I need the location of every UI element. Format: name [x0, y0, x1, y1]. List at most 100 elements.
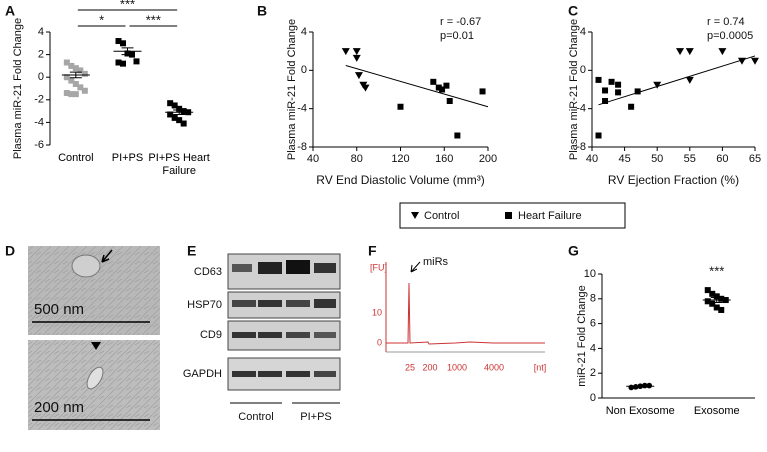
- panel-letter: G: [568, 243, 579, 259]
- point: [676, 48, 685, 56]
- point: [68, 62, 75, 69]
- point: [68, 91, 75, 98]
- fit-line: [345, 65, 489, 108]
- annotation: r = 0.74: [707, 16, 745, 28]
- point: [167, 100, 174, 107]
- legend-label: Heart Failure: [518, 210, 582, 222]
- y-tick-label: 4: [301, 26, 307, 38]
- significance-label: ***: [120, 0, 135, 11]
- exosome: [71, 254, 101, 278]
- arrow: [101, 249, 113, 263]
- point: [713, 293, 720, 300]
- blot-label: CD9: [200, 329, 222, 341]
- exosome: [86, 366, 104, 390]
- y-tick-label: -6: [34, 139, 44, 151]
- x-tick-label-box: PI+PS: [111, 152, 144, 164]
- point: [751, 57, 759, 65]
- x-tick-label: 120: [391, 153, 409, 165]
- x-tick-label: 1000: [447, 362, 467, 372]
- x-tick-label: 80: [351, 153, 363, 165]
- point: [709, 300, 716, 307]
- x-tick-label: 45: [618, 153, 630, 165]
- panel-letter: C: [568, 3, 578, 19]
- x-tick-label: 160: [435, 153, 453, 165]
- point: [81, 70, 88, 77]
- x-tick-label: 4000: [484, 362, 504, 372]
- point: [685, 48, 694, 56]
- y-tick-label: -2: [34, 94, 44, 106]
- annotation: p=0.01: [440, 30, 474, 42]
- legend-marker: [505, 212, 512, 219]
- x-tick-label: 200: [479, 153, 497, 165]
- y-tick-label: 8: [590, 293, 596, 305]
- point: [718, 295, 725, 302]
- y-tick-label: 4: [38, 26, 44, 38]
- point: [81, 87, 88, 94]
- y-tick-label: -8: [297, 141, 307, 153]
- panel-letter: F: [368, 243, 377, 259]
- point: [72, 91, 79, 98]
- point: [180, 108, 187, 115]
- point: [443, 82, 450, 89]
- blot-label: HSP70: [187, 299, 222, 311]
- point: [115, 38, 122, 45]
- group-label: PI+PS: [300, 411, 332, 423]
- y-tick-label: 10: [372, 307, 382, 317]
- x-tick-label-box: PI+PS Heart Failure: [148, 152, 209, 177]
- y-tick-label: 0: [38, 71, 44, 83]
- y-tick-label: 6: [590, 318, 596, 330]
- y-tick-label: 0: [301, 64, 307, 76]
- point: [120, 60, 126, 67]
- blot-label: GAPDH: [183, 368, 222, 380]
- scale-bar-label: 500 nm: [34, 301, 84, 318]
- x-tick-label: 25: [405, 362, 415, 372]
- arrow: [410, 261, 421, 273]
- error-bar: [634, 385, 647, 388]
- y-tick-label: -4: [297, 103, 307, 115]
- blots: [227, 253, 341, 391]
- x-tick-label-box: Non Exosome: [606, 405, 675, 417]
- y-axis-label: Plasma miR-21 Fold Change: [286, 19, 298, 160]
- x-axis-label: RV End Diastolic Volume (mm³): [316, 173, 485, 187]
- point: [77, 84, 84, 91]
- point: [615, 81, 622, 88]
- panel-letter: B: [257, 3, 267, 19]
- point: [115, 59, 122, 66]
- point: [167, 111, 174, 118]
- x-tick-label-box: Control: [58, 152, 93, 164]
- x-axis-label: RV Ejection Fraction (%): [608, 173, 739, 187]
- y-tick-label: 4: [580, 26, 586, 38]
- y-tick-label: 2: [38, 49, 44, 61]
- point: [171, 114, 178, 121]
- y-tick-label: 0: [580, 64, 586, 76]
- y-unit: [FU]: [370, 262, 387, 272]
- y-tick-label: 4: [590, 342, 596, 354]
- point: [352, 54, 361, 62]
- point: [120, 40, 126, 47]
- x-tick-label: PI+PS: [111, 152, 144, 164]
- y-tick-label: 2: [590, 367, 596, 379]
- x-tick-label-box: Exosome: [694, 405, 740, 417]
- point: [341, 48, 350, 56]
- y-tick-label: 10: [584, 268, 596, 280]
- legend-box: [399, 202, 626, 229]
- y-tick-label: -4: [34, 116, 44, 128]
- point: [72, 80, 79, 87]
- point: [176, 117, 183, 124]
- point: [608, 78, 615, 85]
- point: [718, 306, 725, 313]
- significance-label: ***: [709, 263, 724, 278]
- point: [361, 84, 370, 92]
- trace: [386, 282, 545, 345]
- fit-line: [598, 55, 756, 106]
- point: [72, 65, 79, 72]
- point: [653, 81, 662, 89]
- annotation: p=0.0005: [707, 30, 753, 42]
- x-tick-label: 65: [749, 153, 761, 165]
- error-bar: [69, 71, 82, 79]
- point: [171, 102, 178, 109]
- panel-letter: A: [5, 3, 15, 19]
- legend-label: Control: [424, 210, 459, 222]
